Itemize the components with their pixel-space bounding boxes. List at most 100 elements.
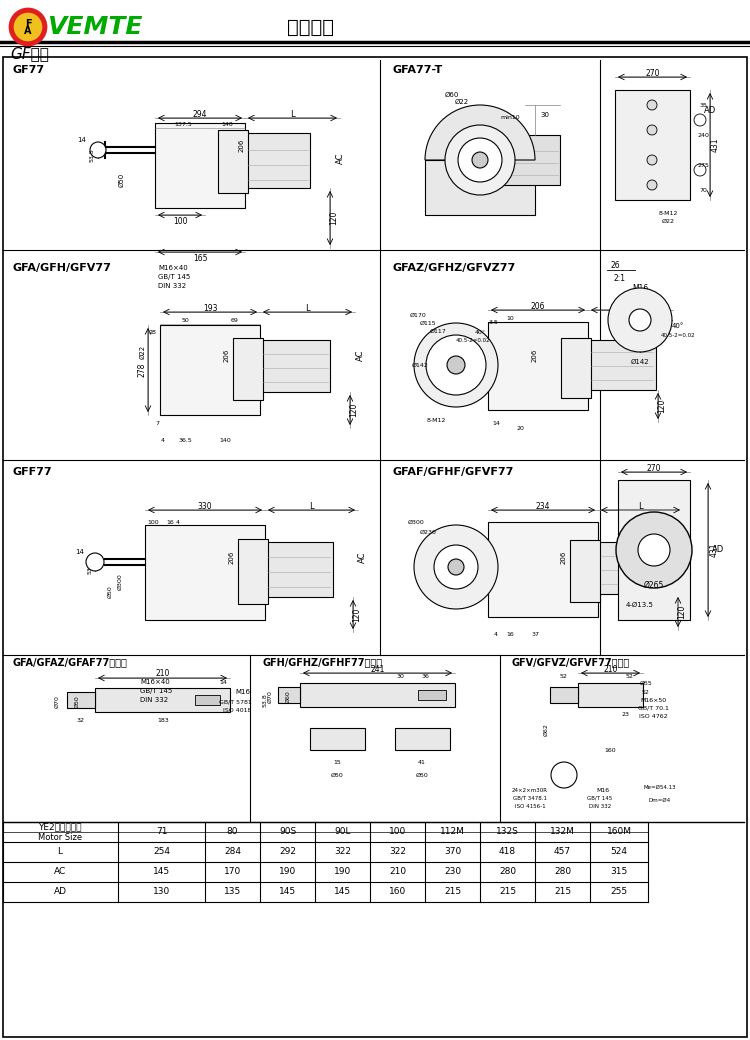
Text: ISO 4762: ISO 4762	[639, 713, 668, 719]
Text: Ø50: Ø50	[416, 773, 428, 778]
Text: L: L	[628, 302, 633, 311]
Text: YE2电机机座号: YE2电机机座号	[38, 823, 82, 832]
Text: 241: 241	[370, 665, 385, 674]
Text: GB/T 145: GB/T 145	[587, 796, 613, 801]
Text: 35: 35	[699, 103, 707, 107]
Text: GFAF/GFHF/GFVF77: GFAF/GFHF/GFVF77	[392, 467, 513, 477]
Text: ISO 4156-1: ISO 4156-1	[514, 804, 545, 808]
Text: 315: 315	[610, 867, 628, 877]
Bar	[300, 683, 455, 707]
Text: GFF77: GFF77	[12, 467, 52, 477]
Text: 431: 431	[710, 137, 719, 152]
Circle shape	[647, 180, 657, 190]
Wedge shape	[425, 105, 535, 160]
Text: 26: 26	[610, 260, 620, 269]
Circle shape	[472, 152, 488, 168]
Text: M16: M16	[236, 690, 250, 695]
Text: VEMTE: VEMTE	[47, 15, 142, 40]
Text: GB/T 70.1: GB/T 70.1	[638, 705, 668, 710]
Text: Ø50: Ø50	[331, 773, 344, 778]
Text: GFA/GFAZ/GFAF77输出轴: GFA/GFAZ/GFAF77输出轴	[12, 657, 127, 667]
Text: 140: 140	[219, 438, 231, 442]
Bar	[195, 695, 220, 705]
Text: 14: 14	[77, 137, 86, 144]
Text: 284: 284	[224, 848, 241, 857]
Bar	[488, 522, 598, 617]
Text: 69: 69	[231, 317, 239, 322]
Text: 270: 270	[645, 69, 660, 78]
Text: Motor Size: Motor Size	[38, 832, 82, 841]
Text: GFA77-T: GFA77-T	[392, 66, 442, 75]
Text: DIN 332: DIN 332	[140, 697, 168, 703]
Circle shape	[426, 335, 486, 395]
Text: Ø22: Ø22	[455, 99, 469, 105]
Text: 120: 120	[658, 398, 667, 413]
Text: 280: 280	[499, 867, 516, 877]
Text: 15: 15	[333, 760, 341, 765]
Text: 14: 14	[76, 549, 85, 555]
Text: 206: 206	[224, 348, 230, 362]
Circle shape	[10, 9, 46, 45]
Text: 16: 16	[506, 631, 514, 636]
Text: GFAZ/GFHZ/GFVZ77: GFAZ/GFHZ/GFVZ77	[392, 263, 515, 274]
Bar	[395, 728, 450, 750]
Text: 160: 160	[604, 748, 616, 753]
Text: Ø50: Ø50	[119, 173, 125, 187]
Text: 7: 7	[155, 420, 159, 425]
Text: 270: 270	[646, 464, 662, 472]
Text: 215: 215	[554, 887, 571, 896]
Bar	[155, 123, 245, 208]
Text: A: A	[24, 26, 32, 36]
Text: AC: AC	[682, 551, 691, 563]
Text: 37: 37	[532, 631, 540, 636]
Text: 52: 52	[642, 690, 650, 695]
Text: 206: 206	[561, 550, 567, 564]
Text: Ø230: Ø230	[419, 529, 436, 535]
Circle shape	[647, 125, 657, 135]
Text: 36: 36	[421, 675, 429, 679]
Text: 183: 183	[158, 718, 169, 723]
Bar	[218, 130, 248, 193]
Text: DIN 332: DIN 332	[589, 804, 611, 808]
Text: 132S: 132S	[496, 828, 519, 836]
Text: L: L	[290, 109, 295, 119]
Text: 215: 215	[444, 887, 461, 896]
Text: 14: 14	[492, 420, 500, 425]
Bar	[418, 690, 446, 700]
Bar	[550, 687, 578, 703]
Circle shape	[694, 114, 706, 126]
Text: L: L	[309, 501, 314, 511]
Text: 24×2×m30R: 24×2×m30R	[512, 787, 548, 792]
Text: M16×40: M16×40	[140, 679, 170, 685]
Text: AC: AC	[356, 349, 364, 361]
Text: 135: 135	[224, 887, 242, 896]
Text: GFH/GFHZ/GFHF77输出轴: GFH/GFHZ/GFHF77输出轴	[262, 657, 382, 667]
Text: M16×50: M16×50	[640, 698, 666, 702]
Text: 137.5: 137.5	[174, 122, 192, 127]
Text: Ø142: Ø142	[412, 363, 428, 367]
Text: Ø60: Ø60	[445, 92, 459, 98]
Circle shape	[414, 323, 498, 407]
Text: 240: 240	[697, 132, 709, 137]
Text: Ø22: Ø22	[140, 345, 146, 359]
Text: 193: 193	[202, 304, 217, 312]
Text: 80: 80	[226, 828, 238, 836]
Text: L: L	[58, 848, 62, 857]
Text: GB/T 3478.1: GB/T 3478.1	[513, 796, 547, 801]
Text: 40°: 40°	[672, 323, 684, 329]
Text: Ø50: Ø50	[74, 696, 80, 708]
Text: Ø50: Ø50	[107, 586, 112, 598]
Text: Ø265: Ø265	[644, 580, 664, 590]
Text: AC: AC	[54, 867, 66, 877]
Text: 30: 30	[541, 112, 550, 118]
Text: 145: 145	[334, 887, 351, 896]
Bar	[233, 338, 263, 400]
Text: 112M: 112M	[440, 828, 465, 836]
Bar	[145, 525, 265, 620]
Text: 50: 50	[182, 317, 189, 322]
Bar	[578, 683, 643, 707]
Text: 90L: 90L	[334, 828, 351, 836]
Text: 210: 210	[603, 665, 618, 674]
Text: GF系列: GF系列	[10, 47, 49, 61]
Text: 52: 52	[560, 675, 568, 679]
